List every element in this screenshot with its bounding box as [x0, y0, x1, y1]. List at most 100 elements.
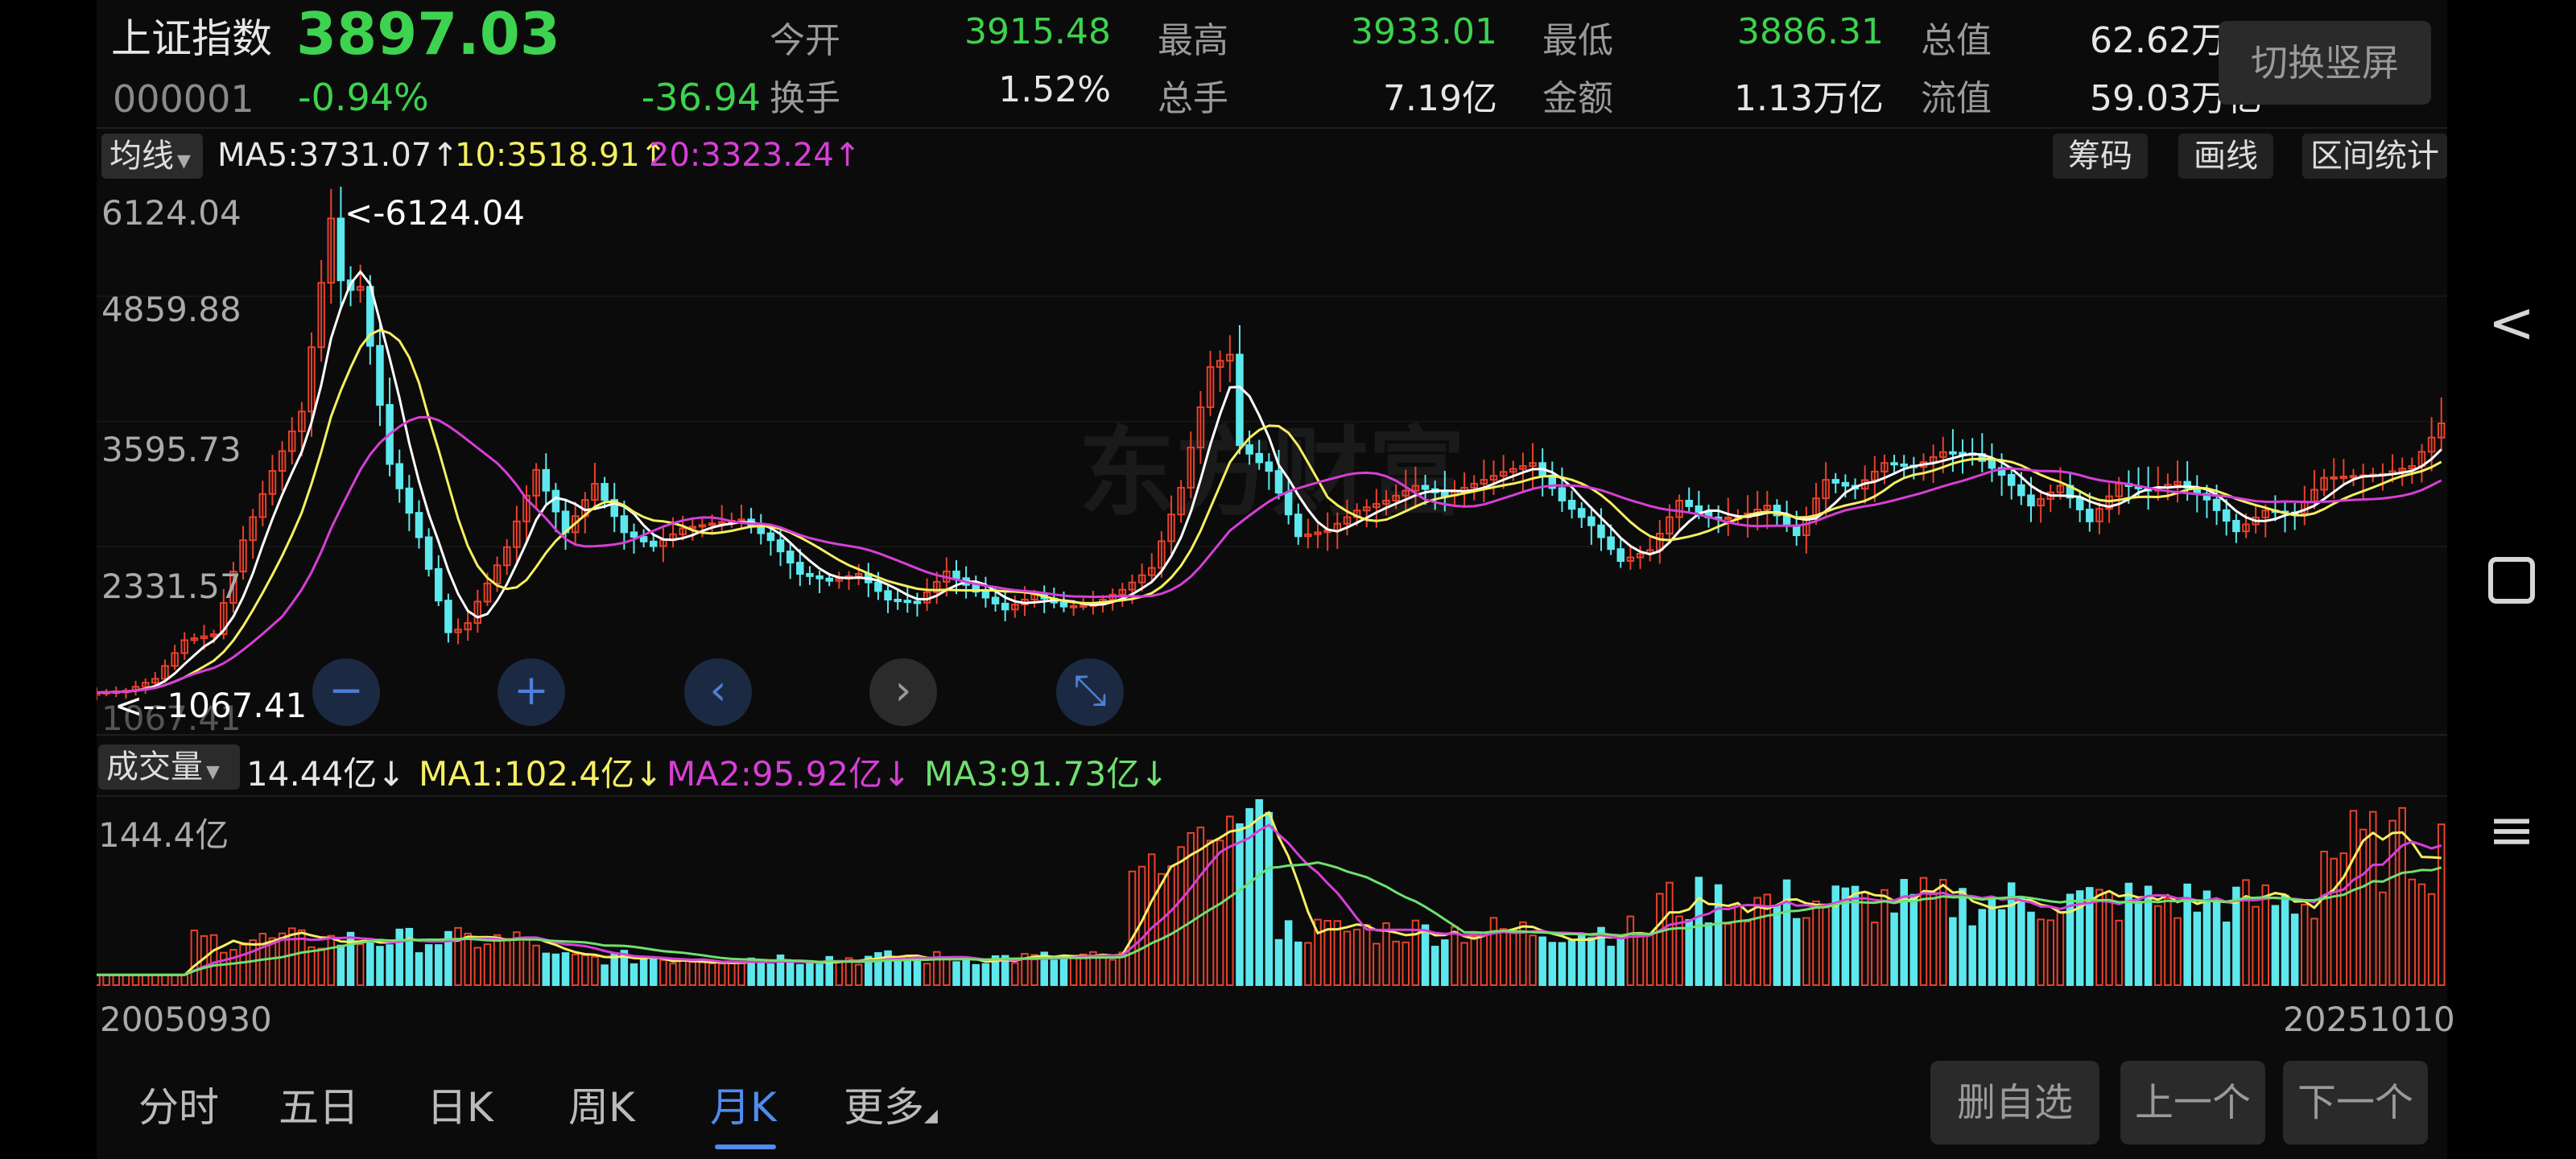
stat-label: 最低: [1542, 20, 1613, 61]
chips-button[interactable]: 筹码: [2053, 134, 2148, 179]
volume-bar: [1714, 884, 1723, 986]
candle-body: [1988, 460, 1996, 469]
candle-body: [884, 590, 892, 600]
candle-body: [376, 344, 384, 406]
volume-bar: [2232, 886, 2240, 986]
volume-bar: [2086, 887, 2094, 986]
candle-body: [737, 518, 745, 522]
volume-bar: [2066, 893, 2074, 986]
candle-body: [776, 539, 785, 553]
candle-body: [298, 410, 306, 432]
candle-body: [1724, 516, 1732, 520]
candle-body: [1529, 462, 1537, 467]
candle-body: [220, 602, 228, 636]
volume-bar: [2164, 897, 2172, 986]
candle-body: [2320, 476, 2328, 491]
stat-value: 3886.31: [1737, 11, 1884, 52]
stat-value: 7.19亿: [1383, 78, 1497, 119]
range-stats-button[interactable]: 区间统计: [2302, 134, 2447, 179]
volume-ma3: MA3:91.73亿↓: [924, 754, 1169, 794]
ma5-value: MA5:3731.07↑: [217, 137, 459, 174]
volume-bar: [268, 937, 277, 987]
candle-body: [502, 546, 511, 567]
high-marker: <-6124.04: [345, 193, 526, 233]
volume-bar: [2105, 891, 2113, 986]
candle-body: [874, 581, 882, 592]
scroll-right-button[interactable]: ›: [869, 658, 937, 726]
volume-indicator-select[interactable]: 成交量 ▼: [98, 744, 240, 790]
candle-body: [650, 540, 658, 547]
volume-bar: [1636, 934, 1645, 986]
candle-body: [679, 527, 687, 535]
tab-monthly-k[interactable]: 月K: [710, 1084, 777, 1131]
volume-bar: [2359, 828, 2368, 987]
candle-body: [513, 520, 521, 548]
volume-bar: [1978, 909, 1987, 986]
switch-portrait-button[interactable]: 切换竖屏: [2219, 21, 2431, 105]
candle-body: [2095, 508, 2103, 522]
volume-bar: [473, 947, 482, 987]
candle-body: [1314, 531, 1322, 535]
volume-bar: [1997, 909, 2006, 986]
tab-daily-k[interactable]: 日K: [427, 1084, 493, 1131]
volume-bar: [2417, 883, 2426, 986]
volume-bar-chart[interactable]: [97, 797, 2447, 990]
candle-body: [356, 286, 365, 291]
candle-body: [141, 682, 150, 688]
remove-watchlist-button[interactable]: 删自选: [1930, 1061, 2099, 1145]
candle-body: [551, 489, 560, 513]
volume-bar: [679, 959, 687, 986]
candle-body: [1597, 524, 1605, 538]
volume-bar: [2349, 810, 2358, 986]
volume-bar: [1519, 921, 1527, 986]
candle-body: [1773, 505, 1781, 517]
candle-body: [952, 570, 960, 580]
volume-bar: [1763, 893, 1772, 986]
volume-bar: [1577, 933, 1586, 986]
ma10-value: 10:3518.91↑: [455, 137, 667, 174]
volume-bar: [1695, 876, 1703, 986]
candle-body: [2086, 509, 2094, 522]
candle-body: [913, 600, 922, 604]
home-icon[interactable]: [2479, 547, 2544, 613]
volume-bar: [1333, 920, 1342, 986]
tab-more[interactable]: 更多◢: [844, 1075, 938, 1133]
candle-body: [806, 573, 814, 577]
candle-body: [1587, 516, 1596, 526]
scroll-left-button[interactable]: ‹: [684, 658, 752, 726]
price-candlestick-chart[interactable]: [97, 187, 2447, 734]
next-button[interactable]: 下一个: [2283, 1061, 2428, 1145]
zoom-in-button[interactable]: +: [497, 658, 565, 726]
volume-bar: [97, 974, 101, 986]
reset-zoom-button[interactable]: ⤡: [1056, 658, 1124, 726]
zoom-out-button[interactable]: −: [312, 658, 380, 726]
volume-bar: [2252, 905, 2260, 986]
low-marker: <--1067.41: [114, 686, 308, 725]
stat-value: 3933.01: [1351, 11, 1497, 52]
tab-weekly-k[interactable]: 周K: [568, 1084, 635, 1131]
volume-bar: [131, 974, 140, 986]
volume-bar: [2202, 890, 2211, 986]
candle-body: [2330, 476, 2338, 480]
volume-bar: [1158, 872, 1166, 986]
candle-body: [493, 564, 502, 584]
tab-intraday[interactable]: 分时: [138, 1084, 219, 1131]
candle-body: [903, 600, 912, 604]
volume-bar: [229, 949, 237, 986]
draw-line-button[interactable]: 画线: [2178, 134, 2273, 179]
volume-bar: [688, 961, 697, 987]
candle-body: [1822, 479, 1830, 500]
previous-button[interactable]: 上一个: [2120, 1061, 2265, 1145]
candle-body: [2174, 481, 2182, 486]
indicator-select[interactable]: 均线 ▼: [101, 134, 203, 179]
volume-bar: [1939, 879, 1947, 986]
change-value: -36.94: [641, 76, 761, 119]
candle-body: [717, 521, 726, 525]
candle-body: [1245, 444, 1253, 455]
volume-bar: [844, 957, 853, 986]
tab-five-day[interactable]: 五日: [279, 1084, 359, 1131]
back-icon[interactable]: <: [2487, 290, 2536, 356]
volume-bar: [1666, 881, 1674, 986]
recents-icon[interactable]: ≡: [2487, 797, 2536, 863]
volume-divider: [97, 795, 2447, 797]
